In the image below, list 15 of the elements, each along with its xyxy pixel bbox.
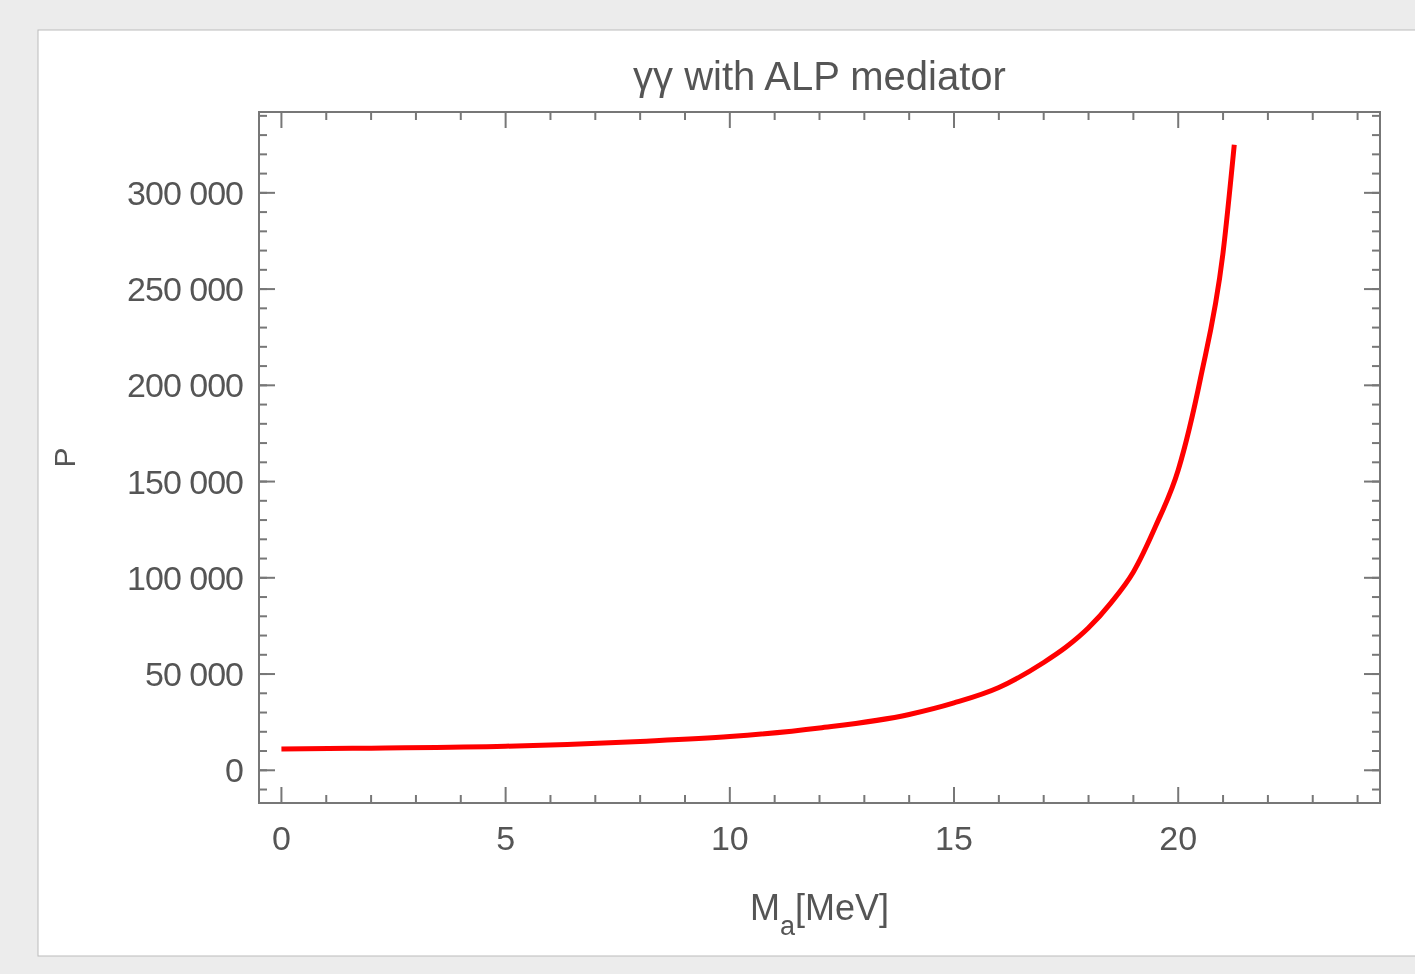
x-tick-label: 15 (935, 819, 973, 857)
y-tick-label: 150 000 (127, 462, 244, 501)
x-tick-label: 10 (710, 819, 749, 857)
y-tick-label: 100 000 (127, 558, 244, 597)
x-axis-title: M$_{a}$[MeV] (749, 887, 890, 941)
y-tick-label: 200 000 (127, 366, 244, 405)
y-tick-label: 250 000 (127, 270, 244, 309)
x-tick-label: 5 (496, 819, 516, 857)
y-tick-label: 50 000 (145, 655, 244, 694)
y-tick-label: 0 (225, 751, 244, 790)
x-tick-label: 20 (1159, 819, 1198, 857)
chart-title: γγ with ALP mediator (633, 54, 1006, 98)
y-tick-label: 300 000 (127, 173, 244, 212)
x-tick-label: 0 (271, 819, 291, 857)
y-axis-title: P (48, 447, 81, 468)
